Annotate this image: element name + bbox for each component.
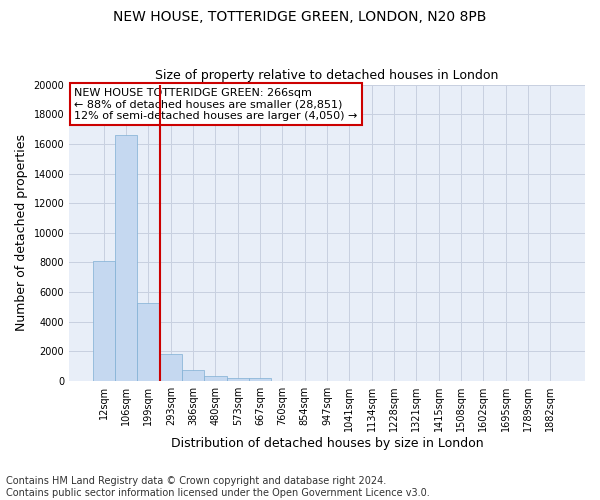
Bar xyxy=(137,302,160,381)
Bar xyxy=(204,376,227,381)
X-axis label: Distribution of detached houses by size in London: Distribution of detached houses by size … xyxy=(171,437,484,450)
Text: NEW HOUSE, TOTTERIDGE GREEN, LONDON, N20 8PB: NEW HOUSE, TOTTERIDGE GREEN, LONDON, N20… xyxy=(113,10,487,24)
Text: NEW HOUSE TOTTERIDGE GREEN: 266sqm
← 88% of detached houses are smaller (28,851): NEW HOUSE TOTTERIDGE GREEN: 266sqm ← 88%… xyxy=(74,88,358,120)
Bar xyxy=(182,370,204,381)
Bar xyxy=(115,135,137,381)
Text: Contains HM Land Registry data © Crown copyright and database right 2024.
Contai: Contains HM Land Registry data © Crown c… xyxy=(6,476,430,498)
Bar xyxy=(160,354,182,381)
Bar xyxy=(227,378,249,381)
Title: Size of property relative to detached houses in London: Size of property relative to detached ho… xyxy=(155,69,499,82)
Bar xyxy=(92,261,115,381)
Bar xyxy=(249,378,271,381)
Y-axis label: Number of detached properties: Number of detached properties xyxy=(15,134,28,332)
